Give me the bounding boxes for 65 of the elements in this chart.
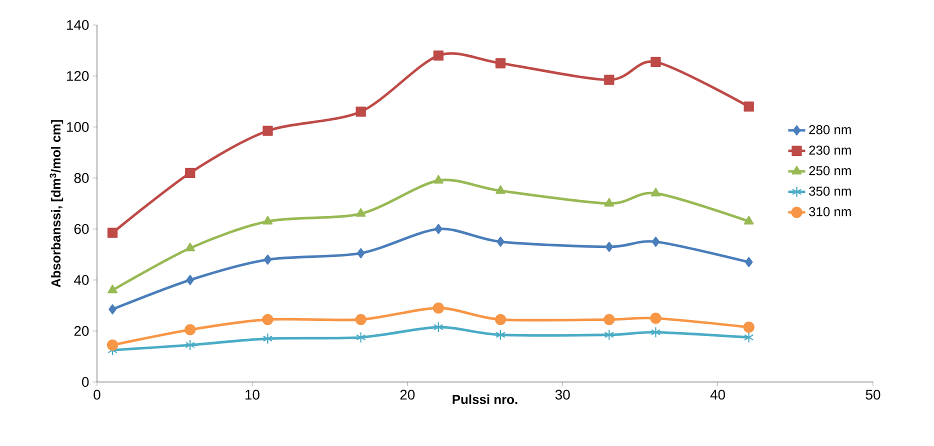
legend-label: 310 nm [809,207,851,216]
point [650,312,662,324]
point [434,224,442,234]
point [652,236,660,247]
legend-label: 280 nm [809,125,851,134]
y-tick-label: 20 [74,326,89,336]
legend-label: 230 nm [809,146,851,155]
point [494,314,506,326]
legend-label: 250 nm [809,166,851,176]
point [185,339,196,351]
point [604,198,614,207]
point [106,339,118,351]
point [650,188,661,196]
y-tick-label: 60 [74,224,89,234]
y-tick-label: 0 [82,377,89,387]
y-tick-label: 80 [74,173,89,183]
y-tick-label: 140 [67,20,89,30]
x-tick-label: 20 [400,390,415,400]
x-tick-label: 10 [246,390,260,400]
point [604,314,615,326]
point [434,174,444,184]
point [185,168,196,178]
point [355,314,366,326]
point [262,126,273,136]
point [432,302,444,314]
point [604,74,614,85]
point [744,216,754,224]
y-tick-label: 120 [67,71,89,81]
point [433,50,444,61]
x-tick-label: 30 [555,390,570,400]
x-tick-label: 50 [866,390,880,400]
point [107,228,118,238]
point [264,254,272,265]
point [185,242,196,252]
point [108,304,116,314]
point [184,324,196,336]
x-axis-title: Pulssi nro. [452,394,518,404]
point [186,274,194,286]
y-tick-label: 100 [67,122,89,132]
point [496,185,506,194]
point [496,236,504,247]
y-tick-label: 40 [74,275,89,285]
point [496,329,506,340]
x-tick-label: 40 [710,390,726,400]
x-tick-label: 0 [94,390,100,400]
point [604,329,614,340]
point [262,314,274,326]
point [495,58,506,68]
point [262,216,273,224]
point [605,242,614,252]
point [356,248,365,258]
point [650,56,661,68]
point [434,322,444,333]
point [650,326,661,338]
point [356,332,366,343]
legend-label: 350 nm [809,186,851,196]
y-axis-title: Absorbanssi, [dm$^{3}$/mol cm] [50,120,64,288]
point [743,322,754,333]
point [744,102,754,112]
point [356,208,366,217]
point [744,257,753,268]
point [744,332,754,343]
point [262,333,273,344]
point [108,284,118,294]
point [356,106,366,117]
